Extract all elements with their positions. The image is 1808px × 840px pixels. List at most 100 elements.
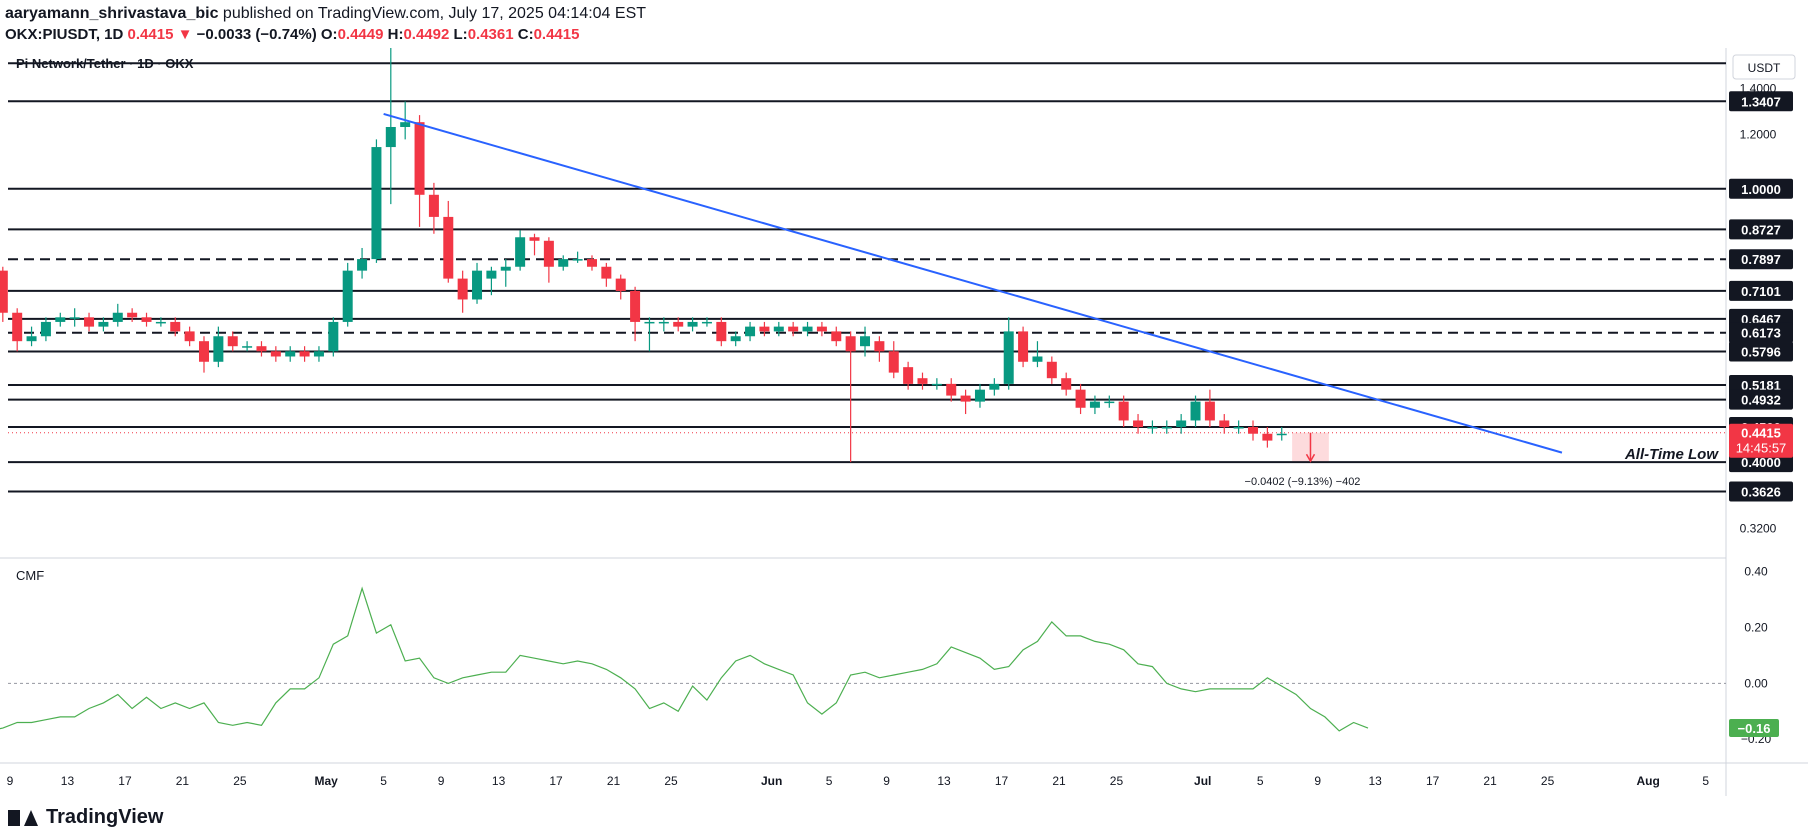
- candle-body: [586, 259, 597, 267]
- candle-body: [601, 266, 612, 279]
- chart-frame[interactable]: 1.3407 1.0000 0.8727 0.7897 0.7101 0.6467 0.61…: [0, 39, 1808, 796]
- candle-body: [299, 351, 310, 357]
- candle-body: [155, 321, 166, 324]
- candle-body: [1190, 401, 1201, 421]
- high-label: H:: [387, 26, 404, 43]
- candle-body: [1075, 389, 1086, 408]
- candle-body: [1147, 427, 1158, 429]
- level-tag: [1729, 322, 1793, 343]
- candle-body: [572, 259, 583, 261]
- tradingview-logo-icon: [8, 809, 38, 826]
- candle-body: [428, 194, 439, 217]
- candle-body: [558, 259, 569, 267]
- time-axis-tick: 5: [380, 774, 387, 788]
- level-label: 1.0000: [1741, 182, 1781, 197]
- candle-body: [472, 270, 483, 300]
- price-axis-tick: 1.2000: [1740, 127, 1777, 141]
- candle-body: [1176, 420, 1187, 428]
- current-price-label: 0.4415: [1741, 426, 1781, 441]
- candle-body: [1276, 433, 1287, 436]
- time-axis-tick: 17: [1426, 774, 1440, 788]
- candle-body: [486, 270, 497, 279]
- level-tag: [1729, 91, 1793, 112]
- candle-body: [903, 367, 914, 384]
- measurement-label: −0.0402 (−9.13%) −402: [1245, 476, 1361, 488]
- level-label: 0.4932: [1741, 393, 1781, 408]
- candle-body: [184, 331, 195, 342]
- candle-body: [1262, 433, 1273, 441]
- candle-body: [285, 351, 296, 357]
- candle-body: [98, 321, 109, 327]
- candle-body: [1104, 401, 1115, 404]
- candle-body: [989, 383, 1000, 390]
- level-tag: [1729, 178, 1793, 199]
- time-axis-tick: Jun: [761, 774, 782, 788]
- level-tag: [1729, 341, 1793, 362]
- cmf-axis-tick: 0.20: [1744, 620, 1768, 634]
- price-pane-title: Pi Network/Tether · 1D · OKX: [16, 56, 194, 71]
- candle-body: [931, 383, 942, 386]
- candle-body: [0, 270, 8, 313]
- currency-box[interactable]: [1732, 54, 1796, 80]
- chart-svg[interactable]: 1.34071.00000.87270.78970.71010.64670.61…: [0, 39, 1808, 796]
- price-axis-tick: 0.3200: [1740, 522, 1777, 536]
- candle-body: [328, 321, 339, 352]
- low-value: 0.4361: [467, 26, 514, 43]
- candle-body: [443, 216, 454, 279]
- time-axis-tick: 17: [549, 774, 563, 788]
- time-axis-tick: May: [314, 774, 338, 788]
- price-change: −0.0033 (−0.74%): [196, 26, 317, 43]
- time-axis-tick: 13: [1368, 774, 1382, 788]
- countdown-label: 14:45:57: [1736, 441, 1787, 456]
- candle-body: [1233, 427, 1244, 429]
- candle-body: [500, 266, 511, 271]
- current-price-tag: [1729, 423, 1793, 458]
- candle-body: [1161, 427, 1172, 429]
- candle-body: [213, 336, 224, 362]
- candle-body: [357, 259, 368, 271]
- candle-body: [69, 317, 80, 319]
- symbol-label[interactable]: OKX:PIUSDT, 1D: [5, 26, 124, 43]
- cmf-value-label: −0.16: [1738, 721, 1771, 736]
- level-tag: [1729, 280, 1793, 301]
- time-axis-tick: 13: [492, 774, 506, 788]
- candle-body: [385, 126, 396, 148]
- time-axis-tick: 5: [826, 774, 833, 788]
- candle-body: [630, 290, 641, 322]
- candle-body: [888, 351, 899, 373]
- candle-body: [874, 341, 885, 352]
- time-axis-tick: 9: [7, 774, 14, 788]
- candle-body: [1133, 420, 1144, 428]
- candle-body: [615, 278, 626, 291]
- candle-body: [831, 331, 842, 342]
- time-axis-tick: Aug: [1637, 774, 1660, 788]
- author-name[interactable]: aaryamann_shrivastava_bic: [5, 5, 219, 22]
- candle-body: [730, 336, 741, 342]
- all-time-low-annotation: All-Time Low: [1624, 446, 1719, 463]
- last-price: 0.4415: [127, 26, 174, 43]
- candle-body: [1118, 401, 1129, 421]
- symbol-legend: OKX:PIUSDT, 1D 0.4415 ▼ −0.0033 (−0.74%)…: [5, 26, 579, 44]
- time-axis-tick: 17: [118, 774, 132, 788]
- close-value: 0.4415: [533, 26, 580, 43]
- measurement-arrow-head: [1305, 453, 1316, 463]
- level-tag: [1729, 219, 1793, 240]
- candle-body: [673, 321, 684, 327]
- candle-body: [313, 351, 324, 357]
- candle-body: [802, 326, 813, 332]
- candle-body: [127, 312, 138, 318]
- time-axis-tick: 21: [1483, 774, 1497, 788]
- candle-body: [716, 321, 727, 342]
- level-label: 0.3626: [1741, 484, 1781, 499]
- footer-brand[interactable]: TradingView: [8, 806, 163, 829]
- cmf-axis-tick: 0.00: [1744, 676, 1768, 690]
- candle-body: [242, 346, 253, 348]
- time-axis-tick: 21: [176, 774, 190, 788]
- time-axis-tick: 25: [1110, 774, 1124, 788]
- open-value: 0.4449: [337, 26, 384, 43]
- candle-body: [1248, 427, 1259, 434]
- time-axis-tick: 9: [883, 774, 890, 788]
- published-text: published on TradingView.com, July 17, 2…: [222, 5, 647, 22]
- candle-body: [1003, 331, 1014, 384]
- candle-body: [1204, 401, 1215, 421]
